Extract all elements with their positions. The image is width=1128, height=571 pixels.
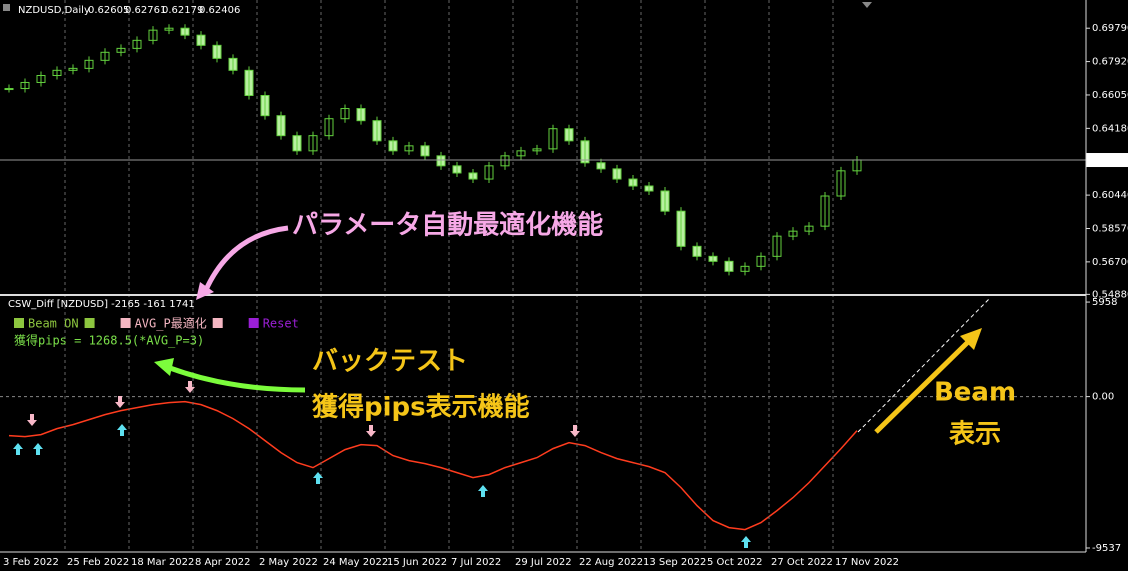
sell-arrow <box>366 425 376 437</box>
x-tick-label: 18 Mar 2022 <box>131 557 194 568</box>
annotation: バックテスト <box>312 347 468 377</box>
x-tick-label: 5 Oct 2022 <box>707 557 762 568</box>
buy-arrow <box>117 424 127 436</box>
annotation-arrow <box>874 340 970 434</box>
ohlc: 0.62406 <box>199 5 240 16</box>
annotation-arrow <box>169 365 306 393</box>
sell-arrow <box>115 396 125 408</box>
y-tick-label: -9537 <box>1092 543 1121 554</box>
y-tick-label: 0.69790 <box>1092 23 1128 34</box>
buttons: Beam ON AVG_P最適化 Reset <box>14 316 299 331</box>
annotation-arrowhead <box>960 328 982 350</box>
annotation: 獲得pips表示機能 <box>312 392 530 423</box>
annotation-arrow <box>202 225 289 294</box>
x-tick-label: 7 Jul 2022 <box>451 557 501 568</box>
indicator-title: CSW_Diff [NZDUSD] -2165 -161 1741 <box>8 299 195 310</box>
button-label[interactable]: Beam ON <box>28 317 79 331</box>
button-swatch <box>120 318 131 328</box>
x-tick-label: 22 Aug 2022 <box>579 557 643 568</box>
sell-arrow <box>27 414 37 426</box>
annotation-arrowhead <box>196 282 214 300</box>
symbol: NZDUSD,Daily <box>18 5 90 16</box>
annotation: Beam <box>934 378 1016 408</box>
button-label[interactable]: Reset <box>263 317 299 331</box>
annotation: 表示 <box>949 420 1001 450</box>
beam-line <box>857 297 991 433</box>
x-tick-label: 3 Feb 2022 <box>3 557 59 568</box>
buy-arrow <box>313 472 323 484</box>
x-tick-label: 25 Feb 2022 <box>67 557 129 568</box>
y-tick-label: 5958 <box>1092 297 1117 308</box>
button-swatch <box>212 318 223 328</box>
x-tick-label: 8 Apr 2022 <box>195 557 250 568</box>
buy-arrow <box>478 485 488 497</box>
menu-icon[interactable] <box>3 4 10 11</box>
buy-arrows <box>13 424 751 548</box>
indicator-line <box>8 400 858 531</box>
sell-arrows <box>27 381 580 437</box>
buy-arrow <box>13 443 23 455</box>
sell-arrow <box>185 381 195 393</box>
button-swatch <box>84 318 95 328</box>
pips-result: 獲得pips = 1268.5(*AVG_P=3) <box>14 333 204 348</box>
x-tick-label: 2 May 2022 <box>259 557 318 568</box>
y-tick-label: 0.00 <box>1092 392 1114 403</box>
x-tick-label: 17 Nov 2022 <box>835 557 899 568</box>
x-tick-label: 29 Jul 2022 <box>515 557 572 568</box>
annotation: パラメータ自動最適化機能 <box>292 210 603 241</box>
ohlc: 0.62179 <box>162 5 203 16</box>
x-tick-label: 15 Jun 2022 <box>387 557 447 568</box>
shift-marker <box>862 2 872 8</box>
annotation-arrowhead <box>154 358 174 376</box>
x-tick-label: 13 Sep 2022 <box>643 557 706 568</box>
price-box <box>1086 153 1128 168</box>
x-tick-label: 27 Oct 2022 <box>771 557 833 568</box>
x-tick-label: 24 May 2022 <box>323 557 388 568</box>
button-swatch <box>14 318 24 328</box>
ohlc: 0.62761 <box>125 5 166 16</box>
buy-arrow <box>33 443 43 455</box>
buy-arrow <box>741 536 751 548</box>
button-label[interactable]: AVG_P最適化 <box>135 316 207 331</box>
ohlc: 0.62605 <box>88 5 129 16</box>
sell-arrow <box>570 425 580 437</box>
button-swatch <box>248 318 259 328</box>
